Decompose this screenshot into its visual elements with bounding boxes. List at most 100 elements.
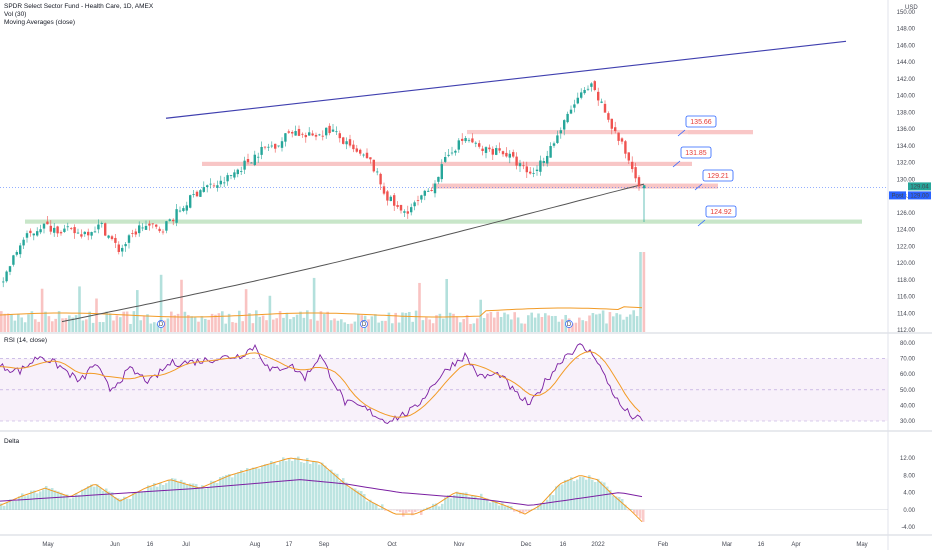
delta-bar — [576, 479, 579, 510]
delta-bar — [540, 502, 543, 510]
delta-bar — [420, 509, 423, 515]
candle-body — [151, 223, 154, 225]
candle-body — [311, 133, 314, 136]
volume-bar — [183, 311, 187, 332]
candle-body — [104, 223, 107, 236]
delta-tick-label: -4.00 — [901, 525, 915, 531]
delta-bar — [156, 486, 159, 510]
candle-body — [643, 185, 646, 189]
candle-body — [427, 190, 430, 192]
candle-body — [627, 152, 630, 161]
candle-body — [189, 195, 192, 208]
delta-bar — [150, 487, 153, 510]
volume-bar — [258, 316, 261, 332]
candle-body — [155, 224, 158, 227]
volume-bar — [520, 323, 523, 332]
callout-box — [680, 146, 712, 159]
candle-body — [413, 202, 416, 207]
candle-body — [352, 144, 355, 150]
delta-bar — [633, 509, 636, 514]
volume-bar — [584, 321, 588, 332]
candle-body — [233, 172, 236, 178]
delta-bar — [318, 464, 321, 510]
volume-bar — [533, 317, 537, 332]
candle-body — [495, 148, 498, 155]
delta-bar — [255, 467, 258, 510]
candle-body — [403, 211, 406, 213]
volume-bar — [309, 319, 312, 332]
volume-bar — [319, 311, 323, 332]
delta-bar — [360, 491, 363, 510]
candle-body — [590, 83, 593, 87]
volume-bar — [622, 319, 625, 332]
price-tick-label: 120.00 — [897, 261, 916, 267]
volume-bar — [601, 310, 605, 332]
delta-bar — [642, 509, 645, 522]
price-tick-label: 144.00 — [897, 60, 916, 66]
delta-bar — [165, 483, 168, 510]
volume-bar — [465, 315, 469, 332]
candle-body — [297, 128, 301, 136]
candle-body — [138, 225, 141, 234]
delta-bar — [273, 462, 276, 510]
volume-bar — [105, 311, 108, 332]
delta-bar — [429, 508, 432, 510]
rsi-tick-label: 80.00 — [900, 341, 916, 347]
delta-bar — [309, 463, 312, 510]
dividend-marker — [565, 320, 573, 328]
callout-box — [685, 115, 717, 128]
volume-bar — [387, 312, 391, 332]
candle-body — [617, 132, 620, 141]
price-tick-label: 122.00 — [897, 244, 916, 250]
delta-bar — [471, 495, 474, 510]
delta-bar — [252, 467, 255, 510]
delta-bar — [258, 468, 261, 510]
volume-bar — [506, 314, 510, 332]
candle-body — [328, 125, 331, 134]
volume-bar — [244, 289, 248, 332]
delta-bar — [174, 478, 177, 510]
volume-bar — [435, 315, 438, 332]
delta-bar — [606, 486, 609, 510]
candle-body — [508, 153, 511, 158]
indicator-label-vol: Vol (30) — [4, 11, 27, 18]
delta-bar — [591, 479, 594, 510]
currency-label: USD — [905, 5, 918, 11]
candle-body — [637, 177, 641, 187]
delta-bar — [369, 499, 372, 510]
candle-body — [552, 143, 556, 146]
delta-bar — [228, 474, 231, 510]
candle-body — [124, 244, 127, 247]
candle-body — [216, 185, 219, 188]
delta-bar — [249, 469, 252, 510]
price-tick-label: 142.00 — [897, 77, 916, 83]
moving-average-line — [61, 183, 645, 323]
candle-body — [80, 234, 83, 237]
volume-bar — [299, 311, 302, 332]
candle-body — [117, 244, 120, 252]
volume-bar — [278, 311, 282, 332]
volume-bar — [20, 317, 23, 332]
volume-bar — [47, 316, 51, 332]
volume-bar — [10, 314, 13, 332]
volume-bar — [197, 321, 200, 332]
delta-bar — [237, 472, 240, 510]
rsi-line — [0, 343, 643, 425]
candle-body — [141, 227, 144, 229]
candle-body — [529, 171, 532, 174]
volume-bar — [418, 282, 421, 332]
delta-bar — [621, 499, 624, 510]
dividend-marker-label: D — [159, 322, 164, 328]
volume-bar — [482, 318, 486, 332]
candle-body — [110, 236, 114, 240]
delta-bar — [183, 482, 186, 510]
delta-bar — [495, 501, 498, 510]
volume-bar — [136, 290, 139, 332]
delta-bar — [549, 493, 552, 510]
candle-body — [46, 221, 49, 225]
volume-bar — [91, 322, 95, 332]
candle-body — [484, 147, 488, 153]
callout-pointer — [694, 183, 703, 191]
delta-bar — [465, 492, 468, 510]
